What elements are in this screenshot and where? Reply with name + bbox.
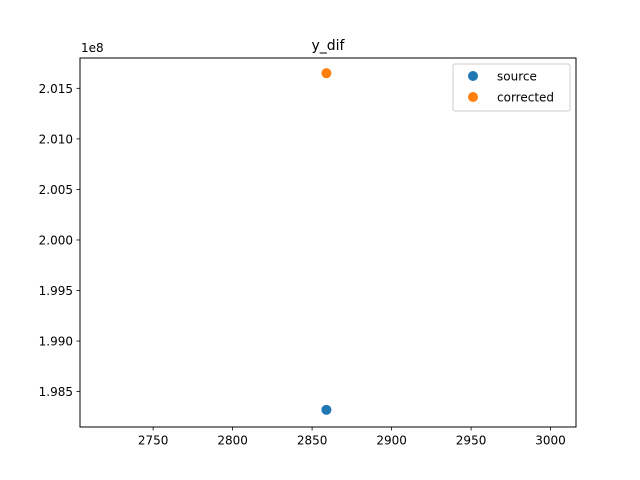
data-point-corrected [321,68,332,79]
y-tick-label: 1.995 [39,284,73,298]
y-tick-label: 1.990 [39,335,73,349]
legend-marker-source [468,71,478,81]
x-tick-label: 2950 [456,434,487,448]
legend: source corrected [452,63,571,112]
y-tick-label: 2.005 [39,183,73,197]
legend-label-corrected: corrected [497,91,554,105]
data-point-source [321,404,332,415]
x-tick-label: 2900 [376,434,407,448]
y-axis-offset-text: 1e8 [81,41,104,55]
legend-box [452,63,571,112]
y-axis-ticks: 1.985 1.990 1.995 2.000 2.005 2.010 2.015 [39,82,80,399]
x-tick-label: 2750 [138,434,169,448]
chart-title: y_dif [312,38,346,54]
y-tick-label: 2.010 [39,132,73,146]
y-tick-label: 2.000 [39,233,73,247]
x-tick-label: 2800 [217,434,248,448]
data-points [321,68,332,415]
legend-marker-corrected [468,92,478,102]
y-tick-label: 1.985 [39,385,73,399]
x-tick-label: 3000 [535,434,566,448]
x-axis-ticks: 2750 2800 2850 2900 2950 3000 [138,427,566,448]
plot-frame [79,57,577,428]
y-tick-label: 2.015 [39,82,73,96]
legend-label-source: source [497,70,537,84]
x-tick-label: 2850 [297,434,328,448]
